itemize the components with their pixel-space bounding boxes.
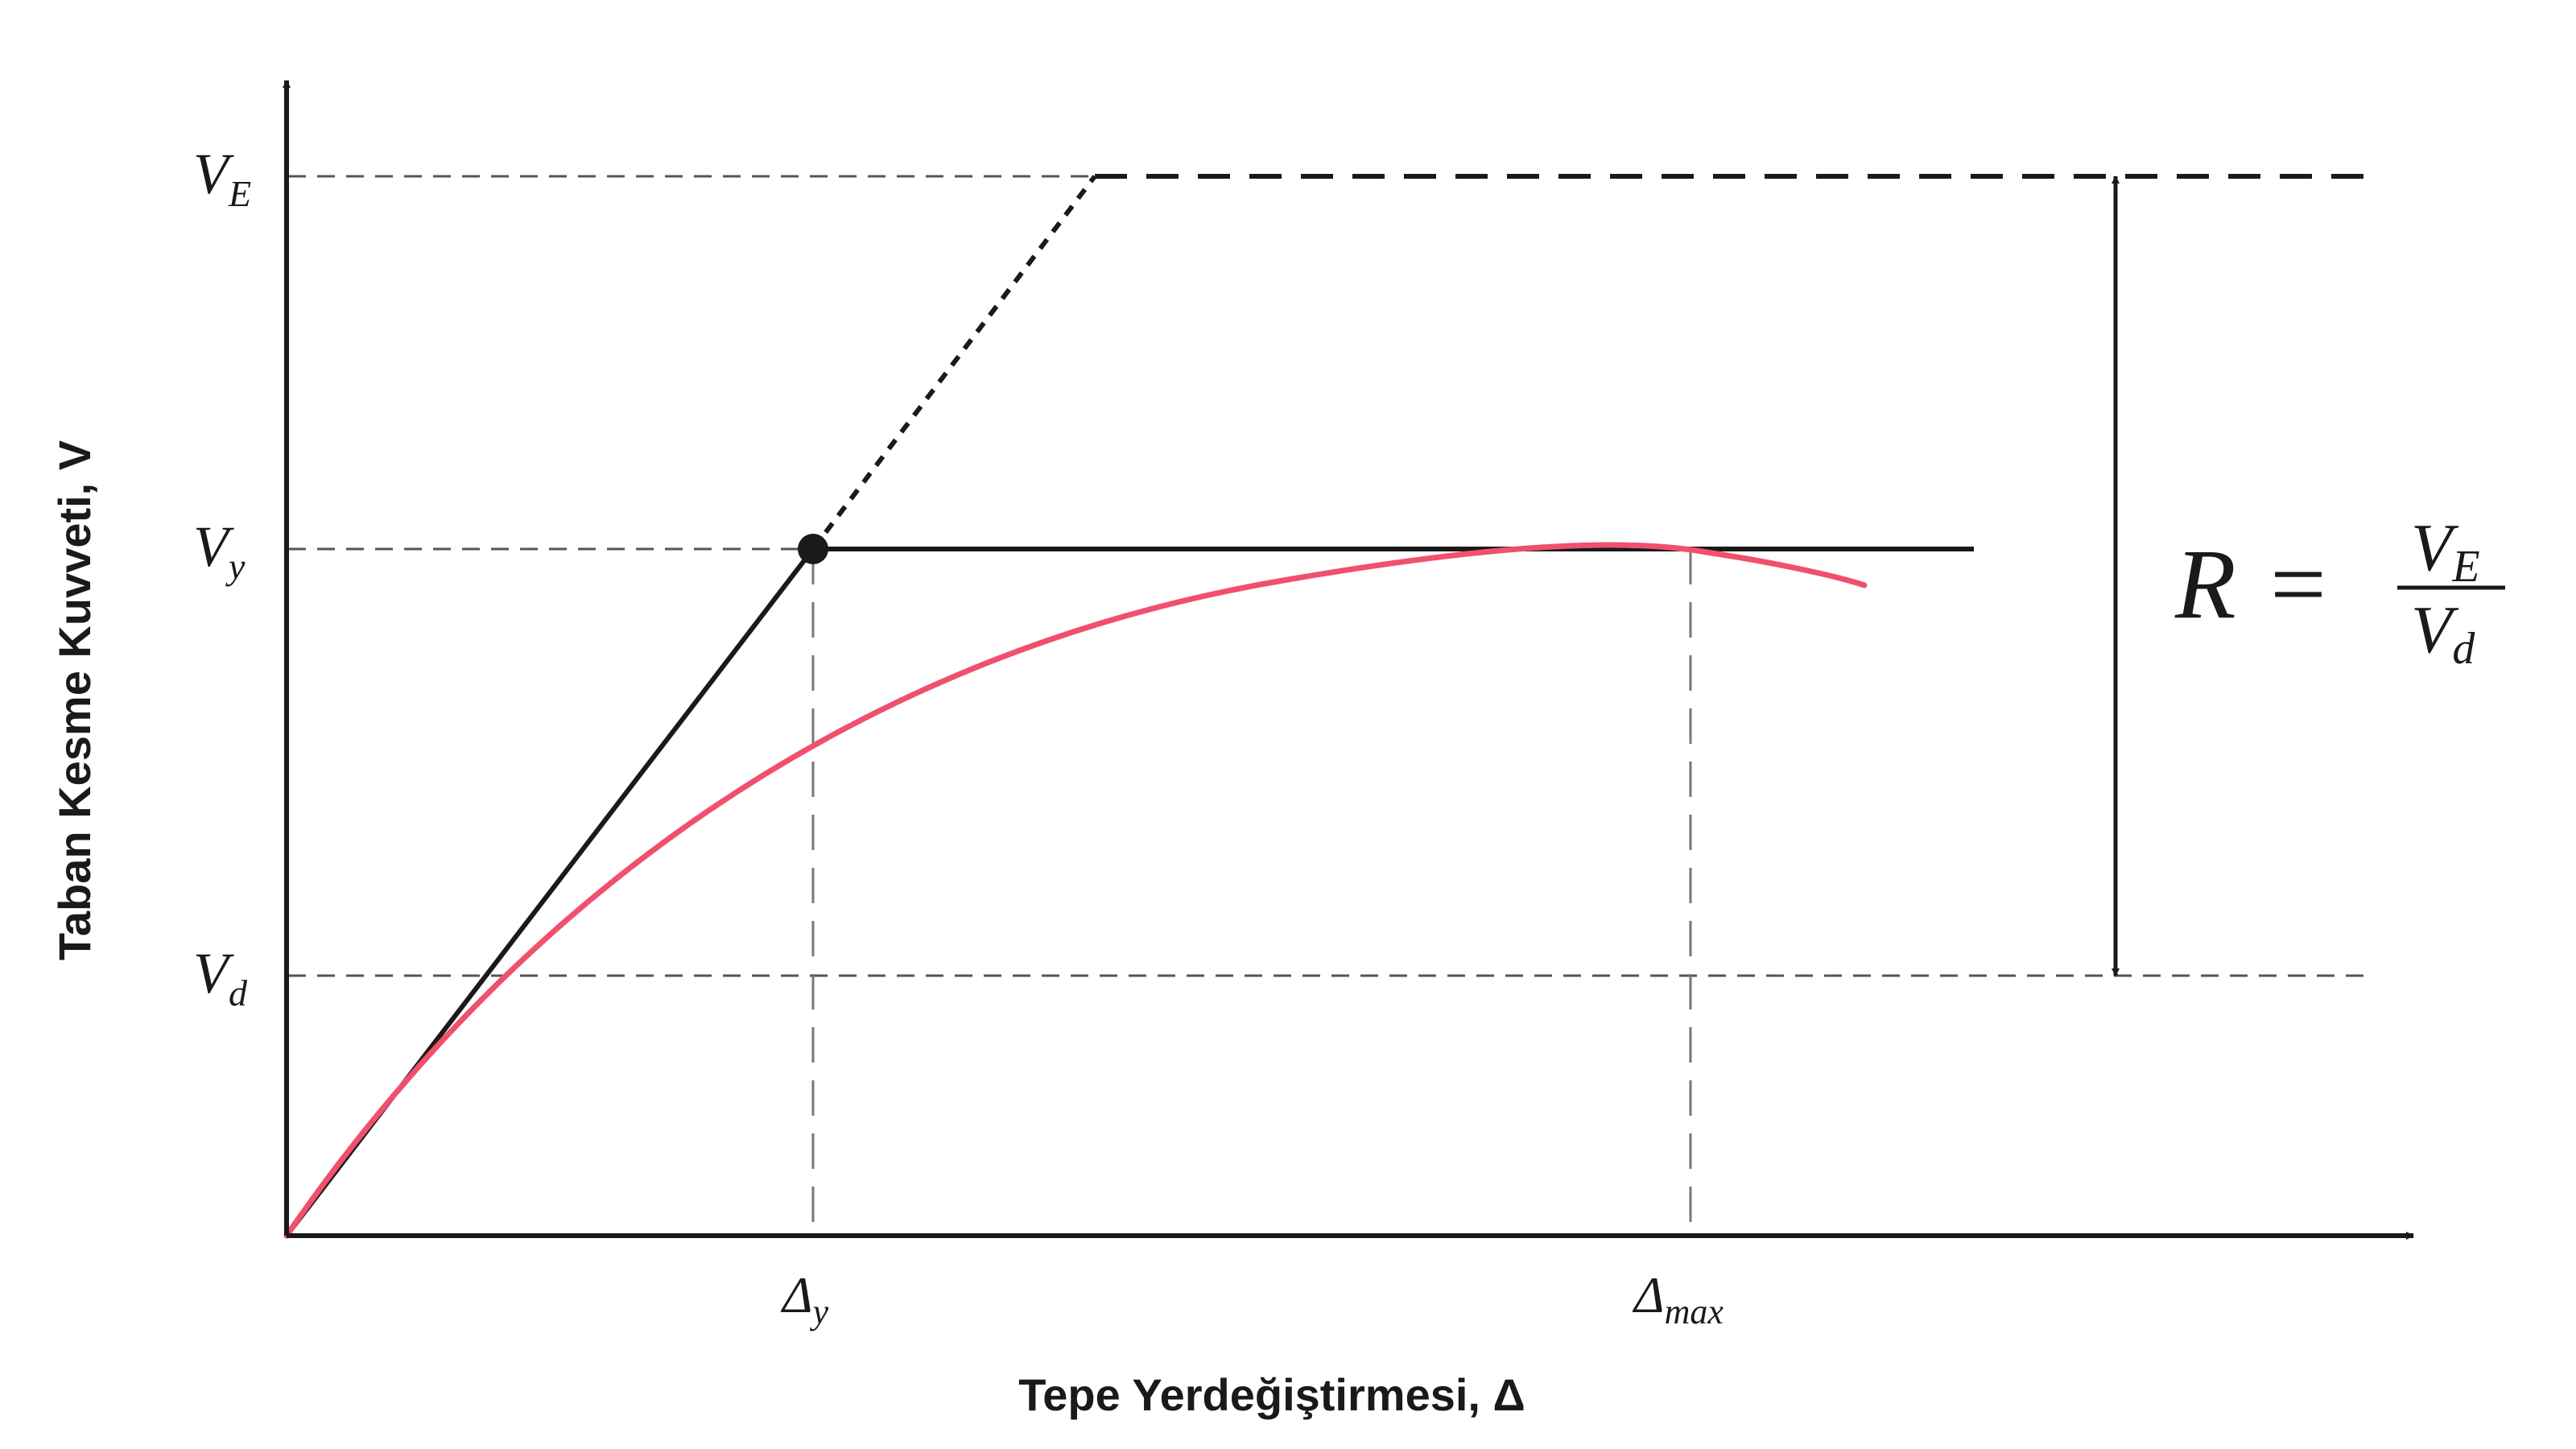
- formula-denominator: Vd: [2411, 592, 2475, 674]
- formula-numerator: VE: [2411, 510, 2480, 592]
- elastic-extension: [811, 175, 1097, 551]
- label-ve: VE: [193, 142, 251, 214]
- label-dmax: Δmax: [1632, 1266, 1724, 1331]
- label-vd: Vd: [193, 941, 248, 1013]
- yield-point: [798, 534, 828, 564]
- x-axis-title: Tepe Yerdeğiştirmesi, Δ: [1018, 1369, 1525, 1420]
- label-dy: Δy: [780, 1266, 829, 1331]
- r-formula: R = VE Vd: [2174, 510, 2505, 674]
- formula-lhs: R: [2174, 529, 2236, 639]
- formula-equals: =: [2270, 529, 2326, 639]
- label-vy: Vy: [193, 514, 246, 587]
- capacity-curve: [283, 542, 1868, 1239]
- y-axis-title: Taban Kesme Kuvveti, V: [49, 440, 100, 960]
